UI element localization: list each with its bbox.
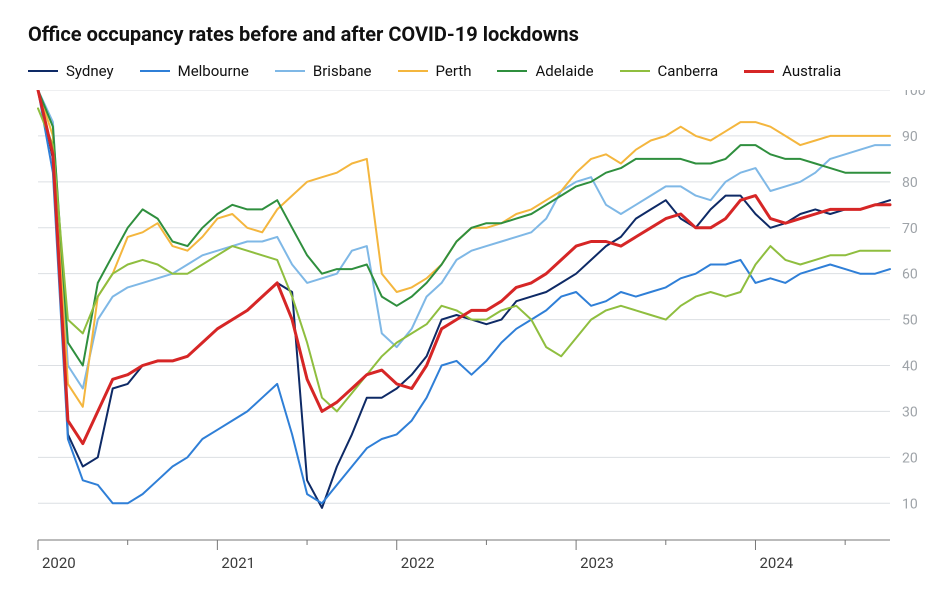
x-tick-label: 2022: [401, 554, 435, 572]
legend-item-sydney: Sydney: [28, 62, 114, 80]
legend-label: Australia: [782, 62, 841, 80]
series-line-perth: [38, 90, 890, 407]
legend: Sydney Melbourne Brisbane Perth Adelaide Canb…: [28, 62, 930, 80]
legend-item-australia: Australia: [744, 62, 841, 80]
series-line-sydney: [38, 90, 890, 508]
legend-item-brisbane: Brisbane: [275, 62, 372, 80]
legend-label: Adelaide: [535, 62, 593, 80]
series-line-brisbane: [38, 90, 890, 389]
y-tick-label: 40: [902, 359, 918, 375]
y-tick-label: 60: [902, 267, 918, 283]
series-line-australia: [38, 90, 890, 444]
legend-item-perth: Perth: [398, 62, 472, 80]
legend-label: Perth: [436, 62, 472, 80]
chart-svg: 10 20 30 40 50 60 70 80 90 100 2020 2021 2022 2023 202…: [28, 90, 928, 580]
x-tick-label: 2023: [580, 554, 614, 572]
legend-item-canberra: Canberra: [620, 62, 719, 80]
y-tick-label: 70: [902, 221, 918, 237]
legend-swatch: [744, 70, 774, 73]
y-tick-label: 30: [902, 404, 918, 420]
chart-title: Office occupancy rates before and after …: [28, 22, 930, 46]
x-tick-label: 2020: [42, 554, 76, 572]
legend-label: Melbourne: [178, 62, 249, 80]
legend-swatch: [497, 70, 527, 72]
series-line-melbourne: [38, 90, 890, 503]
y-tick-label: 90: [902, 129, 918, 145]
y-tick-label: 100: [902, 90, 926, 99]
legend-label: Canberra: [658, 62, 719, 80]
legend-swatch: [398, 70, 428, 72]
legend-swatch: [28, 70, 58, 72]
legend-swatch: [620, 70, 650, 72]
legend-label: Brisbane: [313, 62, 372, 80]
y-tick-label: 50: [902, 313, 918, 329]
legend-item-adelaide: Adelaide: [497, 62, 593, 80]
chart-area: 10 20 30 40 50 60 70 80 90 100 2020 2021 2022 2023 202…: [28, 90, 928, 580]
legend-item-melbourne: Melbourne: [140, 62, 249, 80]
legend-swatch: [140, 70, 170, 72]
y-tick-label: 80: [902, 175, 918, 191]
y-tick-label: 20: [902, 450, 918, 466]
x-tick-label: 2024: [759, 554, 793, 572]
legend-swatch: [275, 70, 305, 72]
legend-label: Sydney: [66, 62, 114, 80]
x-tick-label: 2021: [221, 554, 255, 572]
y-tick-label: 10: [902, 496, 918, 512]
